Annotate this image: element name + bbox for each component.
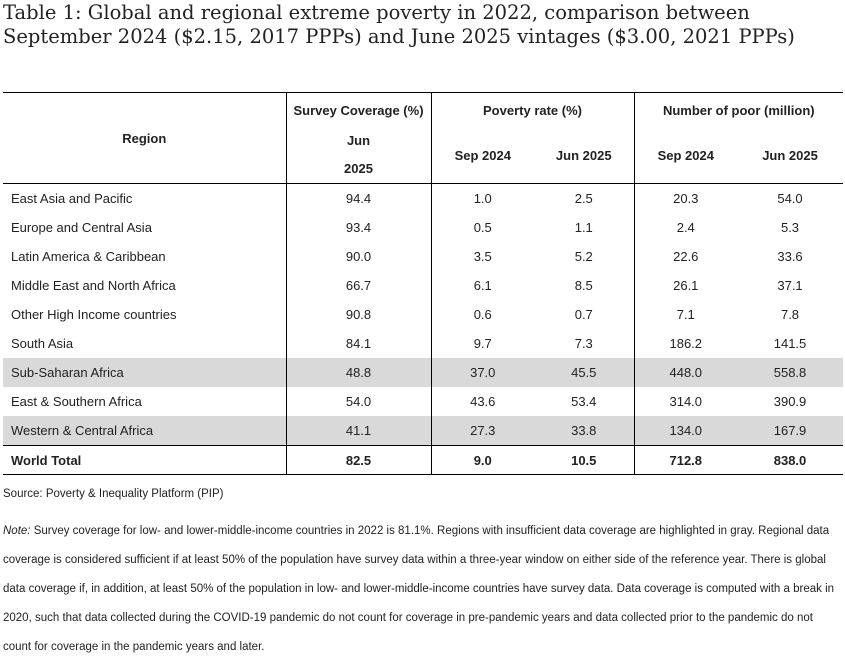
poor-jun-cell: 390.9 — [773, 394, 807, 409]
rate-jun-cell: 33.8 — [534, 416, 635, 446]
rate-sep-cell: 6.1 — [430, 271, 534, 300]
poor-sep-cell: 448.0 — [633, 358, 738, 387]
note-label: Note: — [3, 525, 31, 537]
table-row: Other High Income countries 90.8 0.6 0.7… — [3, 300, 843, 329]
rate-jun-cell: 2.5 — [574, 191, 593, 206]
rate-jun-cell: 1.1 — [574, 220, 593, 235]
rate-sep-cell: 37.0 — [430, 358, 534, 387]
region-cell: East Asia and Pacific — [11, 191, 133, 206]
poor-jun-cell: 141.5 — [773, 336, 807, 351]
rate-sep-cell: 27.3 — [430, 416, 534, 446]
coverage-cell: 66.7 — [285, 271, 431, 300]
coverage-cell: 82.5 — [285, 445, 431, 475]
region-cell: Other High Income countries — [11, 307, 177, 322]
region-cell: Middle East and North Africa — [11, 278, 176, 293]
header-region: Region — [3, 92, 286, 184]
region-cell: East & Southern Africa — [11, 394, 142, 409]
poor-jun-cell: 54.0 — [777, 191, 803, 206]
region-cell: Western & Central Africa — [3, 416, 286, 446]
coverage-cell: 48.8 — [285, 358, 431, 387]
region-cell: Sub-Saharan Africa — [3, 358, 286, 387]
note-paragraph: Note: Survey coverage for low- and lower… — [3, 517, 843, 662]
poor-sep-cell: 26.1 — [633, 271, 738, 300]
coverage-cell: 84.1 — [285, 329, 431, 358]
table-row-highlighted: Sub-Saharan Africa 48.8 37.0 45.5 448.0 … — [3, 358, 844, 387]
poor-jun-cell: 167.9 — [737, 416, 844, 446]
coverage-cell: 90.0 — [285, 242, 431, 271]
rate-jun-cell: 5.2 — [574, 249, 593, 264]
rate-sep-cell: 3.5 — [430, 242, 534, 271]
poor-jun-cell: 838.0 — [737, 445, 844, 475]
header-survey-sub-month: Jun — [285, 127, 431, 154]
rate-jun-cell: 10.5 — [534, 445, 635, 475]
poor-sep-cell: 20.3 — [633, 183, 738, 213]
coverage-cell: 93.4 — [285, 213, 431, 242]
poor-jun-cell: 558.8 — [737, 358, 844, 387]
region-cell: Europe and Central Asia — [11, 220, 152, 235]
note-text: Survey coverage for low- and lower-middl… — [3, 525, 835, 653]
rate-sep-cell: 0.6 — [430, 300, 534, 329]
poor-sep-cell: 186.2 — [633, 329, 738, 358]
poor-jun-cell: 7.8 — [780, 307, 800, 322]
header-survey-sub-year: 2025 — [285, 154, 431, 184]
rate-sep-cell: 0.5 — [430, 213, 534, 242]
poor-sep-cell: 712.8 — [633, 445, 738, 475]
header-rate-sep-2024: Sep 2024 — [430, 127, 534, 184]
coverage-cell: 54.0 — [285, 387, 431, 416]
header-poor-sep-2024: Sep 2024 — [633, 127, 738, 184]
rate-jun-cell: 8.5 — [574, 278, 593, 293]
rate-jun-cell: 53.4 — [571, 394, 597, 409]
coverage-cell: 90.8 — [285, 300, 431, 329]
rate-sep-cell: 9.7 — [430, 329, 534, 358]
rate-sep-cell: 9.0 — [430, 445, 534, 475]
poor-sep-cell: 314.0 — [633, 387, 738, 416]
table-row: East & Southern Africa 54.0 43.6 53.4 31… — [3, 387, 843, 416]
header-poverty-rate: Poverty rate (%) — [430, 92, 635, 127]
poor-sep-cell: 7.1 — [633, 300, 738, 329]
header-poor-jun-2025: Jun 2025 — [737, 127, 844, 184]
rate-sep-cell: 1.0 — [430, 183, 534, 213]
rate-jun-cell: 7.3 — [574, 336, 593, 351]
table-row-total: World Total 82.5 9.0 10.5 712.8 838.0 — [3, 445, 844, 475]
poor-sep-cell: 22.6 — [633, 242, 738, 271]
header-number-of-poor: Number of poor (million) — [633, 92, 844, 127]
poor-jun-cell: 33.6 — [777, 249, 803, 264]
header-survey-coverage: Survey Coverage (%) — [285, 92, 431, 127]
poor-jun-cell: 5.3 — [780, 220, 800, 235]
coverage-cell: 41.1 — [285, 416, 431, 446]
poor-sep-cell: 134.0 — [633, 416, 738, 446]
poverty-table: Region Survey Coverage (%) Poverty rate … — [3, 92, 844, 475]
table-row: Latin America & Caribbean 90.0 3.5 5.2 2… — [3, 242, 843, 271]
table-row: Europe and Central Asia 93.4 0.5 1.1 2.4… — [3, 213, 843, 242]
header-rate-jun-2025: Jun 2025 — [534, 127, 635, 184]
rate-jun-cell: 45.5 — [534, 358, 635, 387]
poor-sep-cell: 2.4 — [633, 213, 738, 242]
region-cell: South Asia — [11, 336, 74, 351]
region-cell: Latin America & Caribbean — [11, 249, 166, 264]
rate-sep-cell: 43.6 — [430, 387, 534, 416]
table-row-highlighted: Western & Central Africa 41.1 27.3 33.8 … — [3, 416, 844, 446]
source-line: Source: Poverty & Inequality Platform (P… — [3, 488, 224, 500]
coverage-cell: 94.4 — [285, 183, 431, 213]
table-row: South Asia 84.1 9.7 7.3 186.2 141.5 — [3, 329, 843, 358]
region-cell: World Total — [3, 445, 286, 475]
table-title: Table 1: Global and regional extreme pov… — [3, 1, 795, 48]
table-row: East Asia and Pacific 94.4 1.0 2.5 20.3 … — [3, 183, 843, 213]
rate-jun-cell: 0.7 — [574, 307, 593, 322]
poor-jun-cell: 37.1 — [777, 278, 803, 293]
table-row: Middle East and North Africa 66.7 6.1 8.… — [3, 271, 843, 300]
